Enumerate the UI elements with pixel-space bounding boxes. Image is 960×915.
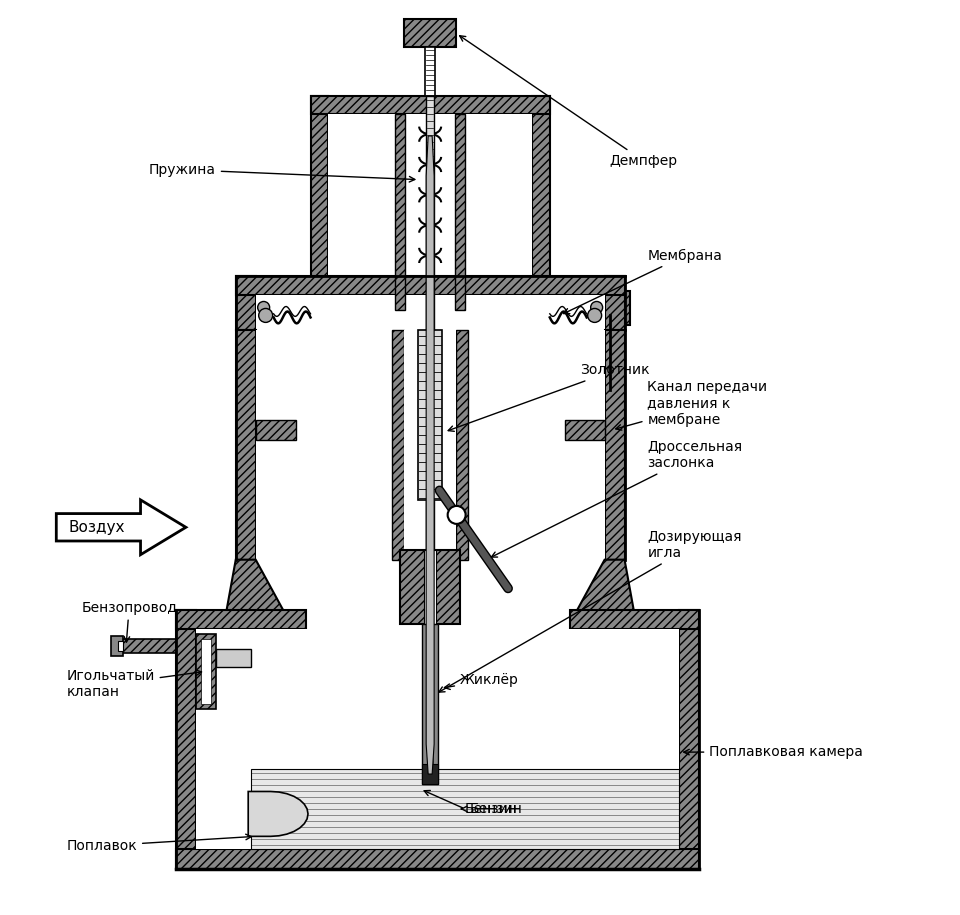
- Bar: [118, 641, 123, 651]
- Bar: [404, 19, 456, 48]
- Bar: [121, 640, 176, 653]
- Bar: [176, 849, 699, 868]
- Circle shape: [258, 308, 273, 322]
- Bar: [424, 550, 436, 625]
- Polygon shape: [605, 275, 625, 330]
- Text: Жиклёр: Жиклёр: [444, 673, 519, 690]
- Bar: [680, 609, 699, 868]
- Text: Пружина: Пружина: [149, 163, 415, 182]
- Circle shape: [588, 308, 602, 322]
- Text: Бензин: Бензин: [462, 802, 518, 816]
- Polygon shape: [255, 420, 296, 440]
- Bar: [404, 330, 456, 560]
- Circle shape: [257, 301, 270, 314]
- Polygon shape: [249, 791, 308, 836]
- Polygon shape: [532, 96, 550, 330]
- Bar: [251, 769, 680, 849]
- Polygon shape: [575, 560, 635, 615]
- Text: Бензин: Бензин: [470, 802, 523, 816]
- Text: Канал передачи
давления к
мембране: Канал передачи давления к мембране: [615, 381, 768, 430]
- Text: Бензопровод: Бензопровод: [82, 600, 177, 642]
- Bar: [569, 609, 699, 630]
- Polygon shape: [236, 330, 255, 560]
- Bar: [111, 637, 123, 656]
- Bar: [426, 96, 434, 330]
- Bar: [427, 625, 433, 766]
- Circle shape: [447, 506, 466, 524]
- Bar: [216, 650, 251, 667]
- Bar: [426, 500, 434, 560]
- Bar: [456, 330, 468, 560]
- Bar: [419, 330, 443, 500]
- Polygon shape: [310, 96, 550, 114]
- Bar: [396, 114, 405, 310]
- Bar: [176, 609, 305, 630]
- Text: Золотник: Золотник: [448, 363, 649, 431]
- Text: Демпфер: Демпфер: [460, 36, 678, 168]
- Bar: [422, 764, 438, 784]
- Polygon shape: [310, 96, 328, 330]
- Text: Игольчатый
клапан: Игольчатый клапан: [66, 669, 202, 699]
- Circle shape: [590, 301, 603, 314]
- Bar: [328, 114, 532, 330]
- Bar: [201, 640, 211, 705]
- Bar: [176, 609, 196, 868]
- Polygon shape: [57, 500, 186, 554]
- Bar: [393, 330, 404, 560]
- Polygon shape: [251, 290, 328, 326]
- Polygon shape: [564, 420, 605, 440]
- Bar: [455, 114, 465, 310]
- Bar: [425, 48, 435, 96]
- Polygon shape: [236, 275, 255, 330]
- Bar: [196, 634, 216, 709]
- Text: Воздух: Воздух: [68, 520, 125, 534]
- Polygon shape: [605, 330, 625, 560]
- Bar: [196, 630, 680, 849]
- Polygon shape: [226, 560, 285, 615]
- Text: Поплавковая камера: Поплавковая камера: [684, 745, 863, 759]
- Text: Поплавок: Поплавок: [66, 834, 252, 853]
- Text: Мембрана: Мембрана: [564, 249, 722, 314]
- Bar: [422, 625, 438, 784]
- Bar: [255, 330, 605, 560]
- Polygon shape: [532, 290, 630, 326]
- Polygon shape: [426, 136, 434, 774]
- Bar: [255, 296, 605, 330]
- Bar: [251, 769, 680, 849]
- Polygon shape: [236, 275, 625, 296]
- Text: Дроссельная
заслонка: Дроссельная заслонка: [492, 440, 743, 557]
- Text: Дозирующая
игла: Дозирующая игла: [439, 530, 742, 692]
- Bar: [400, 550, 460, 625]
